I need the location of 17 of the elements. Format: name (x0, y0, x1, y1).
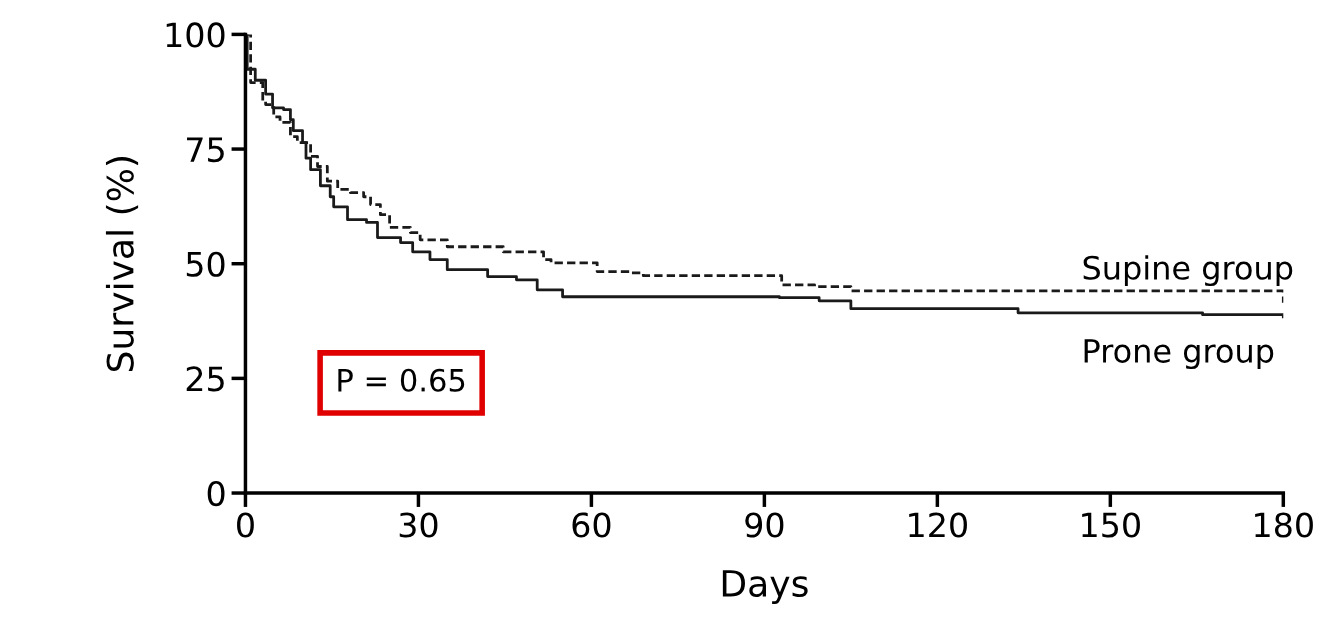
x-tick-label: 30 (399, 512, 438, 538)
y-tick-label: 50 (186, 251, 225, 277)
annotation: P = 0.65 (338, 368, 465, 392)
x-tick-label: 120 (909, 512, 967, 538)
x-tick-label: 60 (572, 512, 611, 538)
series-label: Prone group (1084, 339, 1274, 370)
x-tick-label: 0 (237, 512, 254, 538)
x-tick-label: 90 (745, 512, 784, 538)
x-tick-label: 180 (1255, 512, 1313, 538)
series-label: Supine group (1083, 255, 1293, 287)
y-tick-label: 75 (187, 137, 224, 163)
x-tick-label: 150 (1082, 512, 1140, 538)
y-tick-label: 100 (166, 22, 225, 48)
y-tick-label: 25 (186, 366, 224, 392)
y-tick-label: 0 (207, 480, 225, 507)
y-axis-title: Survival (%) (105, 157, 139, 372)
x-axis-title: Days (722, 570, 808, 604)
